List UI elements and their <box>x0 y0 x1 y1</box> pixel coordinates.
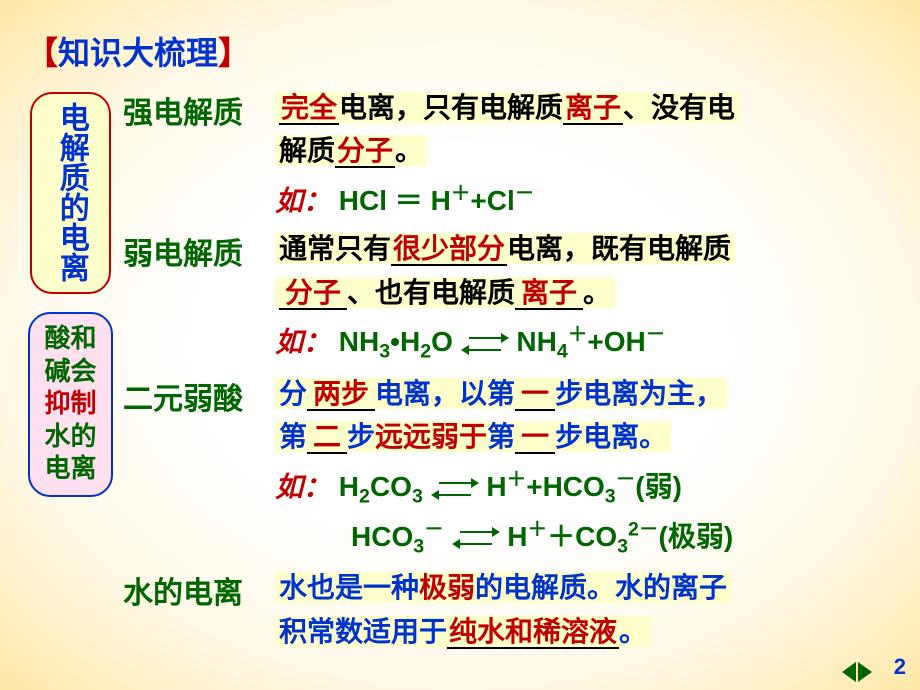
weak-t4: 。 <box>583 277 611 308</box>
weak-heading: 弱电解质 <box>123 227 275 273</box>
diprotic-body: 分两步电离，以第一步电离为主， 第二步远远弱于第一步电离。 <box>275 372 902 459</box>
prev-icon[interactable] <box>842 662 856 682</box>
left-column: 电解质的电离 酸和 碱会 抑制 水的 电离 <box>18 86 123 657</box>
weak-t1: 通常只有 <box>279 233 391 264</box>
blank-second: 二 <box>307 421 347 454</box>
blank-first: 一 <box>515 378 555 411</box>
dip-eq2-formula: HCO3－ H＋＋CO32－(极弱) <box>351 521 733 552</box>
strong-eq-formula: HCl ＝ H＋+Cl－ <box>339 185 535 216</box>
page-number: 2 <box>894 654 906 680</box>
water-t3: 积常数适用于 <box>279 616 447 647</box>
weak-eq-prefix: 如： <box>275 326 331 357</box>
weak-t3: 、也有电解质 <box>347 277 515 308</box>
strong-row: 强电解质 完全电离，只有电解质离子、没有电 解质分子。 <box>123 86 902 173</box>
strong-t2: 、没有电 <box>623 92 735 123</box>
blank-pure: 纯水和稀溶液 <box>447 616 619 649</box>
strong-heading: 强电解质 <box>123 86 275 132</box>
bracket-close: 】 <box>218 35 250 71</box>
blank-few: 很少部分 <box>391 233 507 266</box>
dip-t3: 步电离为主， <box>555 378 723 409</box>
weak-eq: 如： NH3•H2O NH4＋+OH－ <box>275 318 902 364</box>
dip-eq2-note: (极弱) <box>659 521 734 552</box>
note-pill: 酸和 碱会 抑制 水的 电离 <box>28 312 112 497</box>
blank-veryweak: 极弱 <box>419 572 475 603</box>
diprotic-heading: 二元弱酸 <box>123 372 275 418</box>
dip-eq-prefix: 如： <box>275 471 331 502</box>
note-l4: 电离 <box>44 452 96 485</box>
page-title: 【知识大梳理】 <box>26 28 902 74</box>
blank-ion: 离子 <box>563 92 623 125</box>
right-column: 强电解质 完全电离，只有电解质离子、没有电 解质分子。 如： HCl ＝ H＋+… <box>123 86 902 657</box>
note-inhibit: 抑制 <box>44 387 96 420</box>
blank-ion2: 离子 <box>515 277 583 310</box>
dip-eq1-note: (弱) <box>635 471 682 502</box>
weak-row: 弱电解质 通常只有很少部分电离，既有电解质 分子、也有电解质离子。 <box>123 227 902 314</box>
strong-t4: 。 <box>395 135 423 166</box>
weak-body: 通常只有很少部分电离，既有电解质 分子、也有电解质离子。 <box>275 227 902 314</box>
title-text: 知识大梳理 <box>58 35 218 71</box>
blank-molecule2: 分子 <box>279 277 347 310</box>
dip-t6: 第 <box>487 421 515 452</box>
water-t1: 水也是一种 <box>279 572 419 603</box>
strong-eq-prefix: 如： <box>275 185 331 216</box>
diprotic-row: 二元弱酸 分两步电离，以第一步电离为主， 第二步远远弱于第一步电离。 <box>123 372 902 459</box>
water-row: 水的电离 水也是一种极弱的电解质。水的离子 积常数适用于纯水和稀溶液。 <box>123 566 902 653</box>
strong-t1: 电离，只有电解质 <box>339 92 563 123</box>
strong-eq: 如： HCl ＝ H＋+Cl－ <box>275 177 902 219</box>
weak-eq-formula: NH3•H2O NH4＋+OH－ <box>339 326 666 357</box>
strong-t3: 解质 <box>279 135 335 166</box>
blank-first2: 一 <box>515 421 555 454</box>
note-l2: 碱会 <box>44 355 96 388</box>
dip-t5: 步 <box>347 421 375 452</box>
diprotic-eq1: 如： H2CO3 H＋+HCO3－(弱) <box>275 463 902 509</box>
blank-complete: 完全 <box>279 92 339 125</box>
water-body: 水也是一种极弱的电解质。水的离子 积常数适用于纯水和稀溶液。 <box>275 566 902 653</box>
nav-icons <box>842 662 872 682</box>
equilibrium-icon <box>454 529 498 547</box>
main-layout: 电解质的电离 酸和 碱会 抑制 水的 电离 强电解质 完全电离，只有电解质离子、… <box>18 86 902 657</box>
note-l3: 水的 <box>44 420 96 453</box>
dip-t2: 电离，以第 <box>375 378 515 409</box>
strong-body: 完全电离，只有电解质离子、没有电 解质分子。 <box>275 86 902 173</box>
water-heading: 水的电离 <box>123 566 275 612</box>
equilibrium-icon <box>433 480 477 498</box>
blank-molecule: 分子 <box>335 135 395 168</box>
dip-t7: 步电离。 <box>555 421 667 452</box>
equilibrium-icon <box>463 335 507 353</box>
next-icon[interactable] <box>858 662 872 682</box>
dip-weak: 远远弱于 <box>375 421 487 452</box>
dip-t1: 分 <box>279 378 307 409</box>
water-t4: 。 <box>619 616 647 647</box>
dip-eq1-formula: H2CO3 H＋+HCO3－(弱) <box>339 471 682 502</box>
water-t2: 的电解质。水的离子 <box>475 572 727 603</box>
dip-t4: 第 <box>279 421 307 452</box>
diprotic-eq2: HCO3－ H＋＋CO32－(极弱) <box>351 513 902 559</box>
note-l1: 酸和 <box>44 322 96 355</box>
weak-t2: 电离，既有电解质 <box>507 233 731 264</box>
blank-two: 两步 <box>307 378 375 411</box>
slide-content: 【知识大梳理】 电解质的电离 酸和 碱会 抑制 水的 电离 强电解质 完全电离，… <box>0 0 920 667</box>
topic-pill: 电解质的电离 <box>30 92 111 294</box>
bracket-open: 【 <box>26 35 58 71</box>
